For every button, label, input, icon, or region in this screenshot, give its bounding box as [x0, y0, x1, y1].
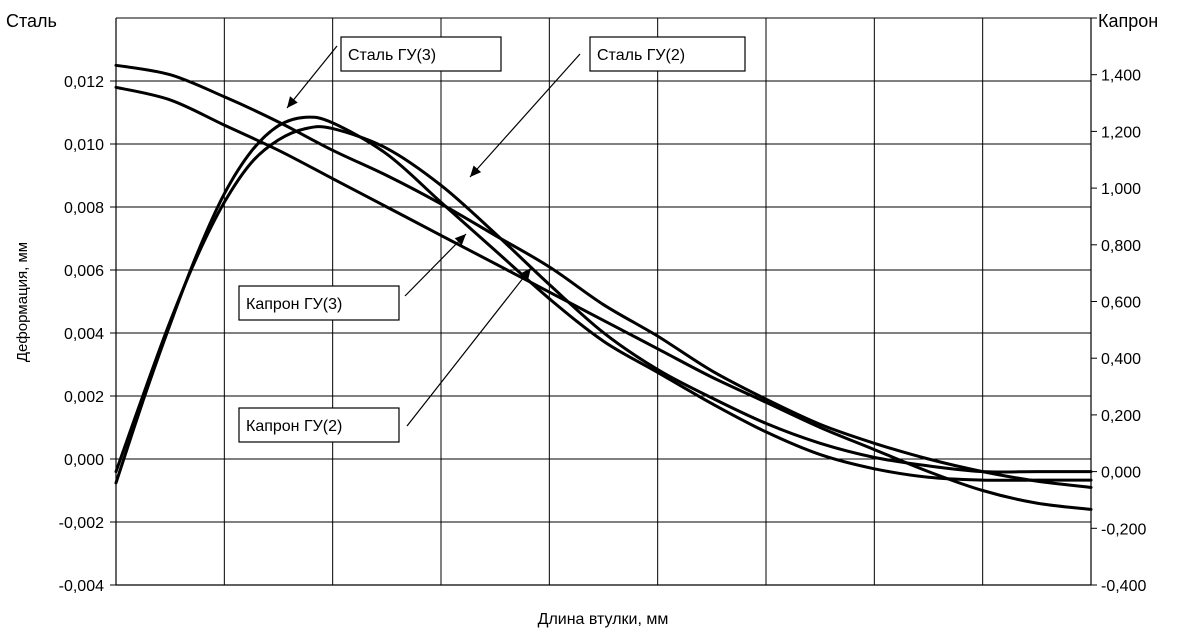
left-axis-tick-label: 0,008: [64, 200, 104, 217]
right-axis-tick-label: 0,000: [1101, 465, 1141, 482]
annotation-box: [238, 285, 400, 321]
x-axis-label: Длина втулки, мм: [538, 611, 669, 628]
right-axis-tick-label: -0,200: [1101, 521, 1146, 538]
annotation-box: [340, 36, 502, 72]
series-annotations: Сталь ГУ(3) Сталь ГУ(2) Капрон ГУ(3) Капрон…: [238, 36, 746, 443]
annotation-arrow-line: [406, 267, 532, 427]
right-axis-tick-label: 1,400: [1101, 68, 1141, 85]
annotation-arrow-line: [404, 233, 467, 297]
annotation-arrowhead: [287, 96, 298, 108]
left-axis-tick-label: 0,006: [64, 263, 104, 280]
annotation-label: Капрон ГУ(2): [246, 418, 342, 435]
left-axis-tick-label: 0,012: [64, 74, 104, 91]
right-axis-tick-label: 0,200: [1101, 408, 1141, 425]
series-lines: [114, 63, 1093, 511]
left-axis-tick-label: 0,000: [64, 452, 104, 469]
annotation-label: Сталь ГУ(2): [597, 47, 685, 64]
left-axis-tick-label: 0,010: [64, 137, 104, 154]
right-axis-tick-label: 0,800: [1101, 238, 1141, 255]
y-axis-label: Деформация, мм: [14, 242, 31, 362]
right-axis-tick-label: 0,600: [1101, 295, 1141, 312]
annotation-label: Капрон ГУ(3): [246, 296, 342, 313]
series-line-3: [114, 115, 1093, 485]
right-axis-tick-label: 1,200: [1101, 124, 1141, 141]
series-line-4: [114, 125, 1093, 474]
right-axis-tick-label: 1,000: [1101, 181, 1141, 198]
left-axis-tick-label: 0,004: [64, 326, 104, 343]
left-axis-title: Сталь: [6, 11, 57, 31]
left-axis-tick-label: -0,004: [59, 578, 104, 595]
annotation-arrowhead: [454, 234, 466, 246]
left-axis-tick-labels: -0,004 -0,002 0,000 0,002 0,004 0,006 0,008 0,0…: [59, 74, 104, 595]
series-line-2: [114, 85, 1093, 511]
right-axis-title: Капрон: [1098, 11, 1158, 31]
right-axis-tick-label: -0,400: [1101, 578, 1146, 595]
annotation-label: Сталь ГУ(3): [348, 47, 436, 64]
annotation-arrowhead: [520, 268, 531, 280]
axes: [110, 17, 1097, 586]
series-line-1: [114, 63, 1093, 489]
right-axis-tick-labels: -0,400 -0,200 0,000 0,200 0,400 0,600 0,800 1,0…: [1101, 68, 1146, 595]
right-axis-tick-label: 0,400: [1101, 351, 1141, 368]
annotation-arrow-line: [286, 45, 338, 109]
annotation-box: [589, 36, 746, 72]
left-axis-tick-label: 0,002: [64, 389, 104, 406]
annotation-box: [238, 407, 400, 443]
annotation-arrow-line: [469, 53, 581, 178]
left-axis-tick-label: -0,002: [59, 515, 104, 532]
annotation-arrowhead: [470, 165, 482, 177]
